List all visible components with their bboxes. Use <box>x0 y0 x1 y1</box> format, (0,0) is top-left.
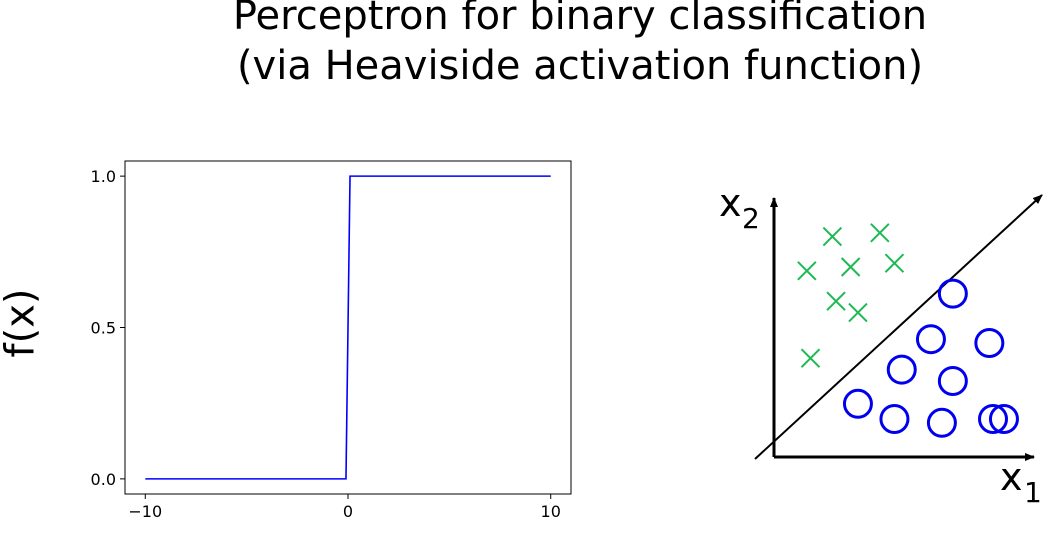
circle-marker <box>937 278 968 309</box>
cross-marker <box>822 226 843 247</box>
x-tick-label: 0 <box>343 502 353 521</box>
x1-axis-label-subscript: 1 <box>1024 476 1042 509</box>
cross-marker <box>797 261 817 281</box>
cross-stroke <box>800 348 821 368</box>
circle-marker <box>978 404 1008 434</box>
y-tick-label: 0.0 <box>91 470 116 489</box>
circle-marker <box>915 324 946 355</box>
cross-marker <box>840 257 861 277</box>
cross-marker <box>800 348 821 368</box>
cross-marker <box>870 223 890 243</box>
cross-stroke <box>826 291 846 311</box>
x-tick-label: −10 <box>128 502 162 521</box>
cross-marker <box>884 253 905 273</box>
circle-marker <box>988 404 1019 434</box>
cross-marker <box>826 291 846 311</box>
chart-title-line-2: (via Heaviside activation function) <box>236 43 924 89</box>
cross-stroke <box>884 253 905 273</box>
circle-marker <box>842 388 873 419</box>
cross-marker <box>848 302 868 323</box>
cross-stroke <box>822 226 843 247</box>
heaviside-step-plot: −10 0 10 0.0 0.5 1.0 <box>91 160 572 521</box>
cross-stroke <box>870 223 890 243</box>
cross-stroke <box>840 257 861 277</box>
chart-title-line-1: Perceptron for binary classification <box>232 0 928 39</box>
circle-marker <box>886 354 917 385</box>
x2-axis-label: x <box>719 181 742 225</box>
cross-stroke <box>797 261 817 281</box>
cross-stroke <box>848 302 868 323</box>
circle-marker <box>974 328 1005 358</box>
y-tick-label: 1.0 <box>91 167 116 186</box>
x2-axis-label-subscript: 2 <box>742 202 760 235</box>
decision-boundary-line <box>754 194 1043 460</box>
y-tick-label: 0.5 <box>91 319 116 338</box>
x1-axis-label: x <box>1000 455 1023 499</box>
step-line <box>145 175 551 480</box>
circle-marker <box>937 366 968 396</box>
circle-marker <box>926 407 957 438</box>
x-tick-label: 10 <box>541 502 561 521</box>
circle-marker <box>879 404 910 434</box>
perceptron-scatter-plot: x 2x 1 <box>719 181 1043 509</box>
